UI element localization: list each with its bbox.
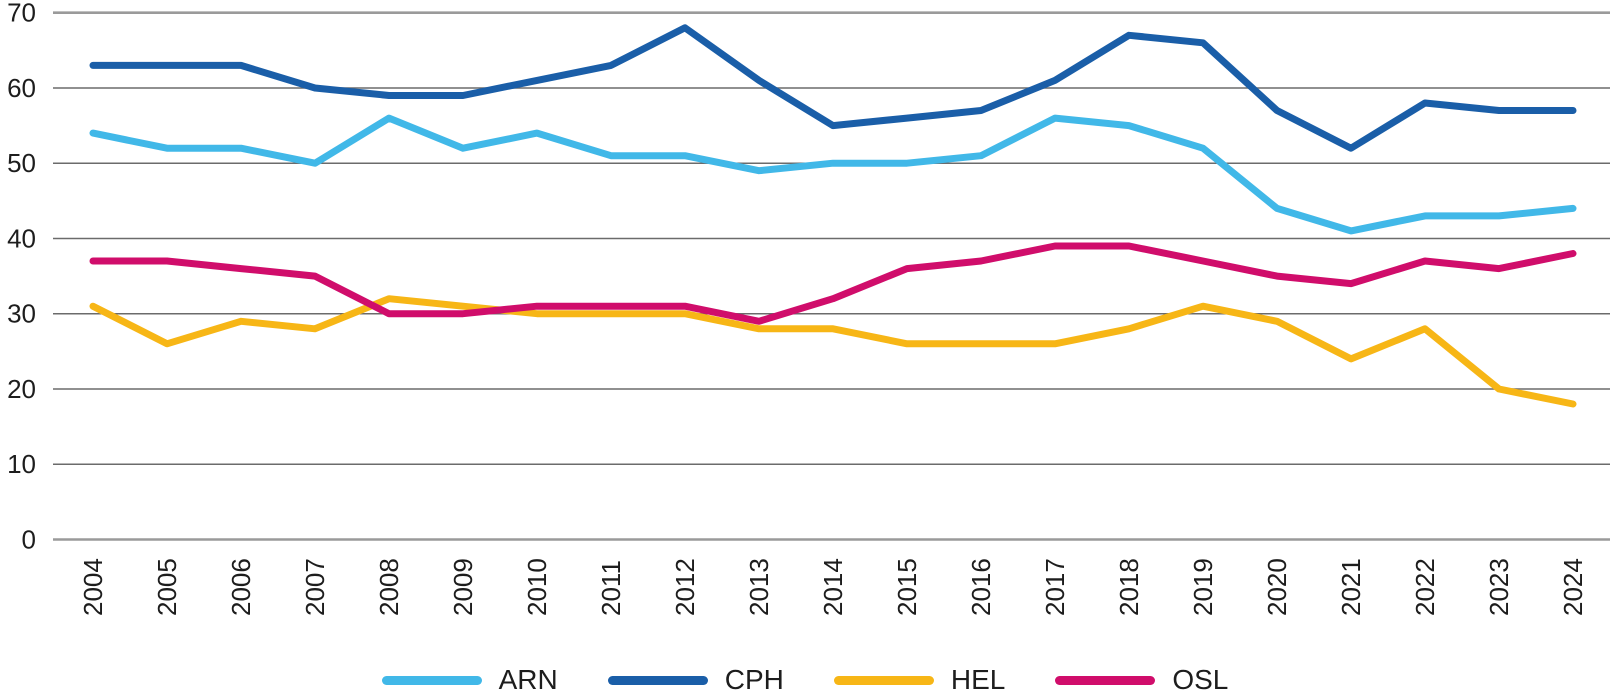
legend-swatch-arn bbox=[381, 675, 482, 685]
x-axis-tick-label: 2019 bbox=[1188, 558, 1218, 616]
y-axis-tick-label: 0 bbox=[22, 525, 36, 555]
legend-item-cph: CPH bbox=[607, 664, 784, 695]
x-axis-tick-label: 2022 bbox=[1410, 558, 1440, 616]
y-axis-tick-label: 60 bbox=[7, 73, 36, 103]
x-axis-tick-label: 2008 bbox=[374, 558, 404, 616]
y-axis-tick-label: 40 bbox=[7, 224, 36, 254]
x-axis-tick-label: 2013 bbox=[744, 558, 774, 616]
legend-item-arn: ARN bbox=[381, 664, 558, 695]
legend-swatch-cph bbox=[607, 675, 708, 685]
legend-label-cph: CPH bbox=[724, 664, 784, 695]
x-axis-tick-label: 2010 bbox=[522, 558, 552, 616]
legend-swatch-osl bbox=[1055, 675, 1156, 685]
y-axis-tick-label: 70 bbox=[7, 0, 36, 28]
series-line-cph bbox=[89, 24, 1577, 152]
x-axis-tick-label: 2021 bbox=[1336, 558, 1366, 616]
x-axis-tick-label: 2024 bbox=[1558, 558, 1588, 616]
legend-item-hel: HEL bbox=[833, 664, 1006, 695]
chart-plot-area: 0 10 20 30 40 50 60 70 2004 2005 2006 2007 2008 2009 2… bbox=[7, 0, 1610, 616]
legend-label-osl: OSL bbox=[1172, 664, 1229, 695]
legend-swatch-hel bbox=[833, 675, 934, 685]
legend-label-arn: ARN bbox=[498, 664, 558, 695]
x-axis-tick-label: 2006 bbox=[226, 558, 256, 616]
series-line-arn bbox=[89, 114, 1577, 235]
x-axis-tick-label: 2004 bbox=[78, 558, 108, 616]
x-axis-tick-label: 2023 bbox=[1484, 558, 1514, 616]
x-axis-tick-label: 2018 bbox=[1114, 558, 1144, 616]
x-axis-tick-label: 2016 bbox=[966, 558, 996, 616]
legend-item-osl: OSL bbox=[1055, 666, 1228, 694]
x-axis-tick-label: 2015 bbox=[892, 558, 922, 616]
series-line-hel bbox=[89, 295, 1577, 408]
x-axis-tick-label: 2005 bbox=[152, 558, 182, 616]
chart-legend: ARN CPH HEL OSL bbox=[0, 666, 1610, 694]
legend-label-hel: HEL bbox=[950, 664, 1006, 695]
series-line-osl bbox=[89, 242, 1577, 325]
x-axis-tick-label: 2017 bbox=[1040, 558, 1070, 616]
x-axis-tick-label: 2012 bbox=[670, 558, 700, 616]
y-axis-tick-label: 10 bbox=[7, 449, 36, 479]
y-axis-tick-label: 50 bbox=[7, 148, 36, 178]
x-axis-tick-label: 2020 bbox=[1262, 558, 1292, 616]
x-axis-tick-label: 2011 bbox=[596, 560, 626, 616]
y-axis-tick-label: 30 bbox=[7, 299, 36, 329]
x-axis-tick-label: 2014 bbox=[818, 558, 848, 616]
x-axis-tick-label: 2007 bbox=[300, 558, 330, 616]
x-axis-tick-label: 2009 bbox=[448, 558, 478, 616]
y-axis-tick-label: 20 bbox=[7, 374, 36, 404]
